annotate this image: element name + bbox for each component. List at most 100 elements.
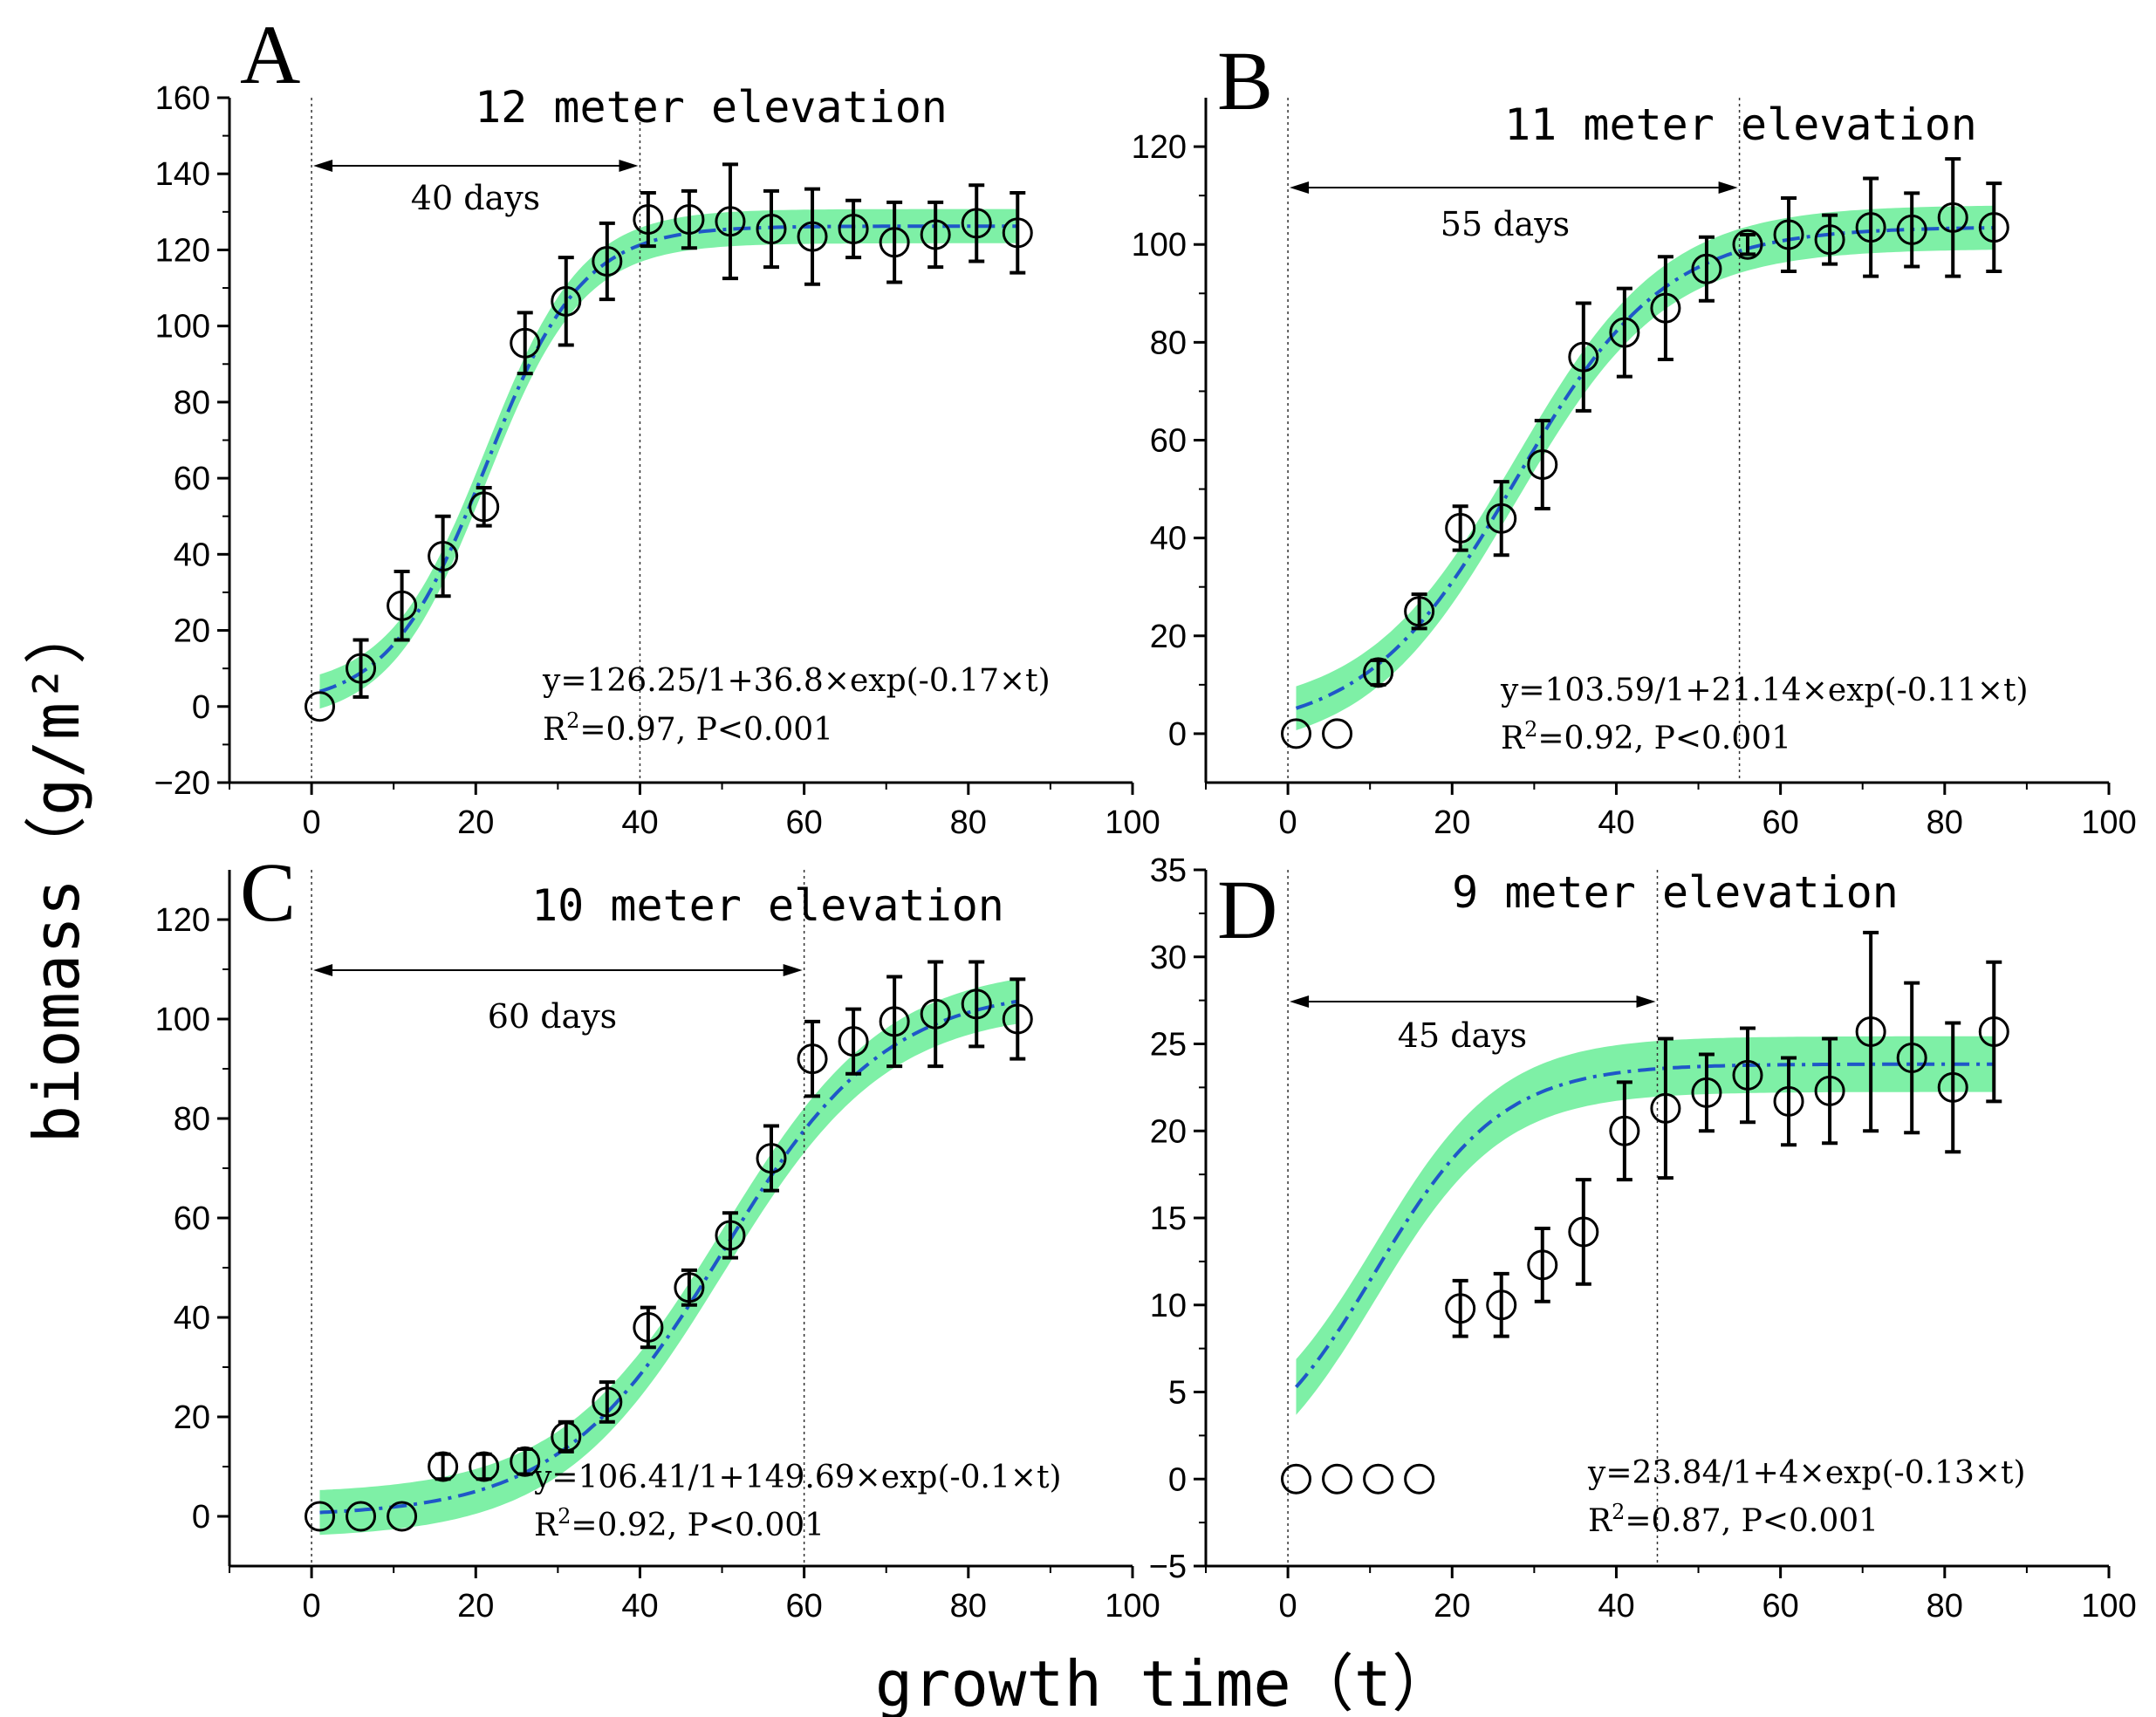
panel-title: 11 meter elevation [1504, 99, 1977, 150]
data-point [1773, 1085, 1804, 1117]
data-point [1855, 212, 1886, 243]
x-tick-label: 100 [1105, 1588, 1160, 1625]
y-tick-label: 10 [1150, 1288, 1187, 1324]
data-point [428, 541, 459, 572]
x-tick-label: 60 [785, 804, 822, 841]
data-point [715, 1220, 746, 1251]
data-point [920, 998, 951, 1030]
data-point [961, 988, 992, 1020]
fit-line [1295, 226, 1995, 710]
data-point [1322, 718, 1353, 749]
x-tick-label: 40 [1598, 1588, 1634, 1625]
y-tick-label: 140 [155, 156, 210, 193]
y-tick-label: 0 [192, 689, 210, 726]
x-tick-label: 60 [1762, 1588, 1798, 1625]
data-point [838, 1026, 869, 1057]
y-tick-label: 40 [174, 1300, 210, 1337]
data-point [1486, 503, 1517, 534]
y-tick-label: 30 [1150, 940, 1187, 976]
interval-arrowhead-right [619, 160, 639, 172]
y-tick-label: 35 [1150, 852, 1187, 889]
data-point [879, 1006, 910, 1037]
y-tick-label: 120 [155, 232, 210, 269]
x-tick-label: 20 [457, 804, 494, 841]
data-point [1814, 1075, 1845, 1106]
y-tick-label: 100 [1132, 227, 1187, 263]
x-tick-label: 100 [1105, 804, 1160, 841]
data-point [469, 1451, 500, 1482]
y-tick-label: 60 [1150, 423, 1187, 460]
data-point [1281, 718, 1311, 749]
data-point [838, 213, 869, 244]
fit-equation: y=106.41/1+149.69×exp(-0.1×t) [533, 1460, 1062, 1495]
y-tick-label: 20 [174, 613, 210, 650]
data-point [674, 1272, 705, 1303]
x-tick-label: 40 [1598, 804, 1634, 841]
data-point [1937, 1071, 1968, 1103]
x-tick-label: 20 [457, 1588, 494, 1625]
interval-arrowhead-left [1290, 181, 1310, 194]
data-point [510, 1446, 541, 1477]
interval-days-label: 45 days [1398, 1016, 1527, 1055]
fit-equation: y=126.25/1+36.8×exp(-0.17×t) [542, 663, 1051, 699]
data-point [387, 590, 418, 621]
panel-a: 0 20 40 60 80 100 −20 0 20 40 60 80 100 120 140 160 A 12 … [154, 8, 1160, 841]
panel-title: 9 meter elevation [1452, 867, 1899, 918]
x-tick-label: 80 [1927, 804, 1963, 841]
data-point [1650, 1092, 1681, 1124]
data-point [592, 246, 623, 277]
y-tick-label: 20 [1150, 1113, 1187, 1150]
data-point [633, 204, 664, 236]
panel-letter: B [1217, 34, 1273, 127]
x-tick-label: 60 [785, 1588, 822, 1625]
interval-arrowhead-left [313, 160, 333, 172]
data-point [1978, 1016, 2009, 1048]
data-point [1281, 1463, 1311, 1495]
y-tick-label: −5 [1149, 1549, 1187, 1585]
fit-statistics: R2=0.92, P<0.001 [1501, 717, 1791, 756]
data-point [1404, 1463, 1435, 1495]
data-point [510, 327, 541, 359]
data-point [1896, 1042, 1927, 1073]
interval-arrowhead-left [1290, 995, 1310, 1008]
x-axis-title: growth time（t） [875, 1647, 1454, 1717]
x-tick-label: 0 [1279, 1588, 1297, 1625]
fit-equation: y=23.84/1+4×exp(-0.13×t) [1587, 1455, 2026, 1491]
data-point [551, 285, 582, 317]
data-point [1527, 1249, 1558, 1281]
data-point [1486, 1289, 1517, 1321]
x-tick-label: 20 [1434, 1588, 1470, 1625]
data-point [920, 219, 951, 250]
panel-title: 10 meter elevation [531, 880, 1004, 931]
data-point [346, 653, 377, 684]
data-point [756, 1143, 787, 1174]
data-point [1527, 449, 1558, 481]
y-tick-label: 20 [174, 1399, 210, 1436]
y-tick-label: −20 [154, 765, 210, 802]
confidence-band [1296, 205, 1995, 731]
interval-arrowhead-right [1718, 181, 1738, 194]
y-tick-label: 0 [1168, 1461, 1187, 1498]
data-point [305, 1501, 335, 1532]
y-tick-label: 80 [174, 385, 210, 421]
data-point [551, 1421, 582, 1453]
interval-arrowhead-right [783, 964, 803, 976]
y-tick-label: 60 [174, 461, 210, 497]
x-tick-label: 40 [621, 1588, 658, 1625]
y-tick-label: 100 [155, 1002, 210, 1038]
data-point [387, 1501, 418, 1532]
fit-line [319, 999, 1018, 1515]
interval-days-label: 55 days [1441, 205, 1570, 243]
panel-letter: C [240, 845, 296, 939]
panel-title: 12 meter elevation [475, 82, 948, 133]
y-tick-label: 100 [155, 309, 210, 345]
interval-arrowhead-right [1636, 995, 1656, 1008]
data-point [1691, 253, 1722, 284]
data-point [961, 208, 992, 239]
y-tick-label: 120 [155, 902, 210, 939]
data-point [1445, 512, 1476, 544]
fit-line [1294, 1062, 1995, 1389]
interval-days-label: 60 days [488, 997, 617, 1036]
